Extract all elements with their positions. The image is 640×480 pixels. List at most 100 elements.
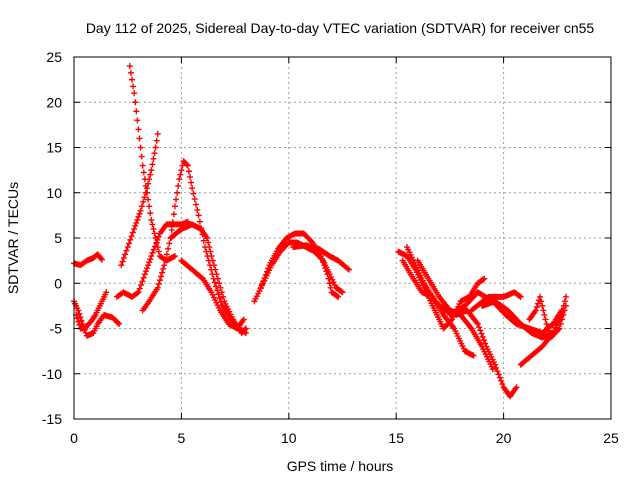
data-point	[135, 289, 142, 296]
data-point	[495, 371, 502, 378]
data-point	[140, 169, 147, 176]
data-point	[148, 253, 155, 260]
data-point	[205, 239, 212, 246]
data-point	[147, 171, 154, 178]
data-point	[149, 161, 156, 168]
data-point	[148, 167, 155, 174]
data-point	[76, 322, 83, 329]
data-point	[171, 203, 178, 210]
data-point	[118, 262, 125, 269]
data-point	[142, 189, 149, 196]
data-point	[216, 280, 223, 287]
data-point	[154, 130, 161, 137]
data-point	[131, 90, 138, 97]
grid-lines	[74, 57, 611, 419]
data-point	[151, 230, 158, 237]
data-point	[133, 108, 140, 115]
x-tick-label: 0	[70, 430, 78, 446]
data-point	[171, 253, 178, 260]
data-point	[142, 268, 149, 275]
data-point	[115, 319, 122, 326]
data-point	[148, 216, 155, 223]
data-point	[76, 310, 83, 317]
data-point	[335, 293, 342, 300]
data-point	[318, 253, 325, 260]
y-tick-label: 10	[46, 185, 62, 201]
y-tick-label: -10	[42, 366, 62, 382]
data-point	[324, 271, 331, 278]
data-point	[516, 293, 523, 300]
data-point	[179, 162, 186, 169]
data-point	[152, 144, 159, 151]
x-axis-label: GPS time / hours	[287, 458, 394, 474]
data-point	[481, 275, 488, 282]
data-point	[323, 268, 330, 275]
y-tick-label: 0	[54, 275, 62, 291]
data-point	[193, 201, 200, 208]
data-point	[139, 162, 146, 169]
data-point	[141, 271, 148, 278]
data-point	[127, 236, 134, 243]
data-point	[146, 176, 153, 183]
data-point	[320, 259, 327, 266]
data-point	[213, 283, 220, 290]
data-point	[191, 196, 198, 203]
data-point	[133, 219, 140, 226]
data-point	[75, 318, 82, 325]
series-track-f	[113, 218, 191, 300]
data-point	[331, 282, 338, 289]
data-point	[190, 190, 197, 197]
y-tick-label: -15	[42, 411, 62, 427]
data-point	[480, 276, 487, 283]
data-point	[188, 179, 195, 186]
y-tick-label: 5	[54, 230, 62, 246]
x-tick-label: 10	[281, 430, 297, 446]
data-point	[212, 266, 219, 273]
data-point	[128, 76, 135, 83]
data-point	[480, 337, 487, 344]
series-track-j	[251, 239, 346, 305]
data-point	[557, 320, 564, 327]
data-point	[126, 63, 133, 70]
series-track-u	[526, 293, 569, 341]
data-point	[168, 227, 175, 234]
data-point	[534, 300, 541, 307]
data-point	[194, 206, 201, 213]
data-point	[479, 333, 486, 340]
data-point	[128, 233, 135, 240]
data-point	[218, 289, 225, 296]
data-point	[209, 257, 216, 264]
data-point	[135, 213, 142, 220]
data-point	[134, 216, 141, 223]
data-point	[326, 280, 333, 287]
data-point	[544, 324, 551, 331]
data-point	[77, 314, 84, 321]
data-point	[178, 167, 185, 174]
data-point	[489, 366, 496, 373]
data-point	[161, 262, 168, 269]
data-point	[261, 275, 268, 282]
data-point	[561, 298, 568, 305]
data-point	[195, 212, 202, 219]
data-point	[240, 316, 247, 323]
data-point	[541, 311, 548, 318]
data-point	[533, 304, 540, 311]
data-point	[120, 254, 127, 261]
series-track-e	[118, 130, 161, 269]
data-point	[146, 203, 153, 210]
data-point	[208, 253, 215, 260]
data-point	[330, 279, 337, 286]
data-point	[154, 236, 161, 243]
data-point	[139, 278, 146, 285]
data-point	[476, 324, 483, 331]
y-tick-label: 25	[46, 49, 62, 65]
data-point	[160, 265, 167, 272]
data-point	[264, 268, 271, 275]
data-point	[186, 173, 193, 180]
data-point	[162, 256, 169, 263]
data-point	[155, 248, 162, 255]
data-point	[137, 144, 144, 151]
data-point	[75, 307, 82, 314]
data-point	[214, 275, 221, 282]
data-point	[175, 182, 182, 189]
